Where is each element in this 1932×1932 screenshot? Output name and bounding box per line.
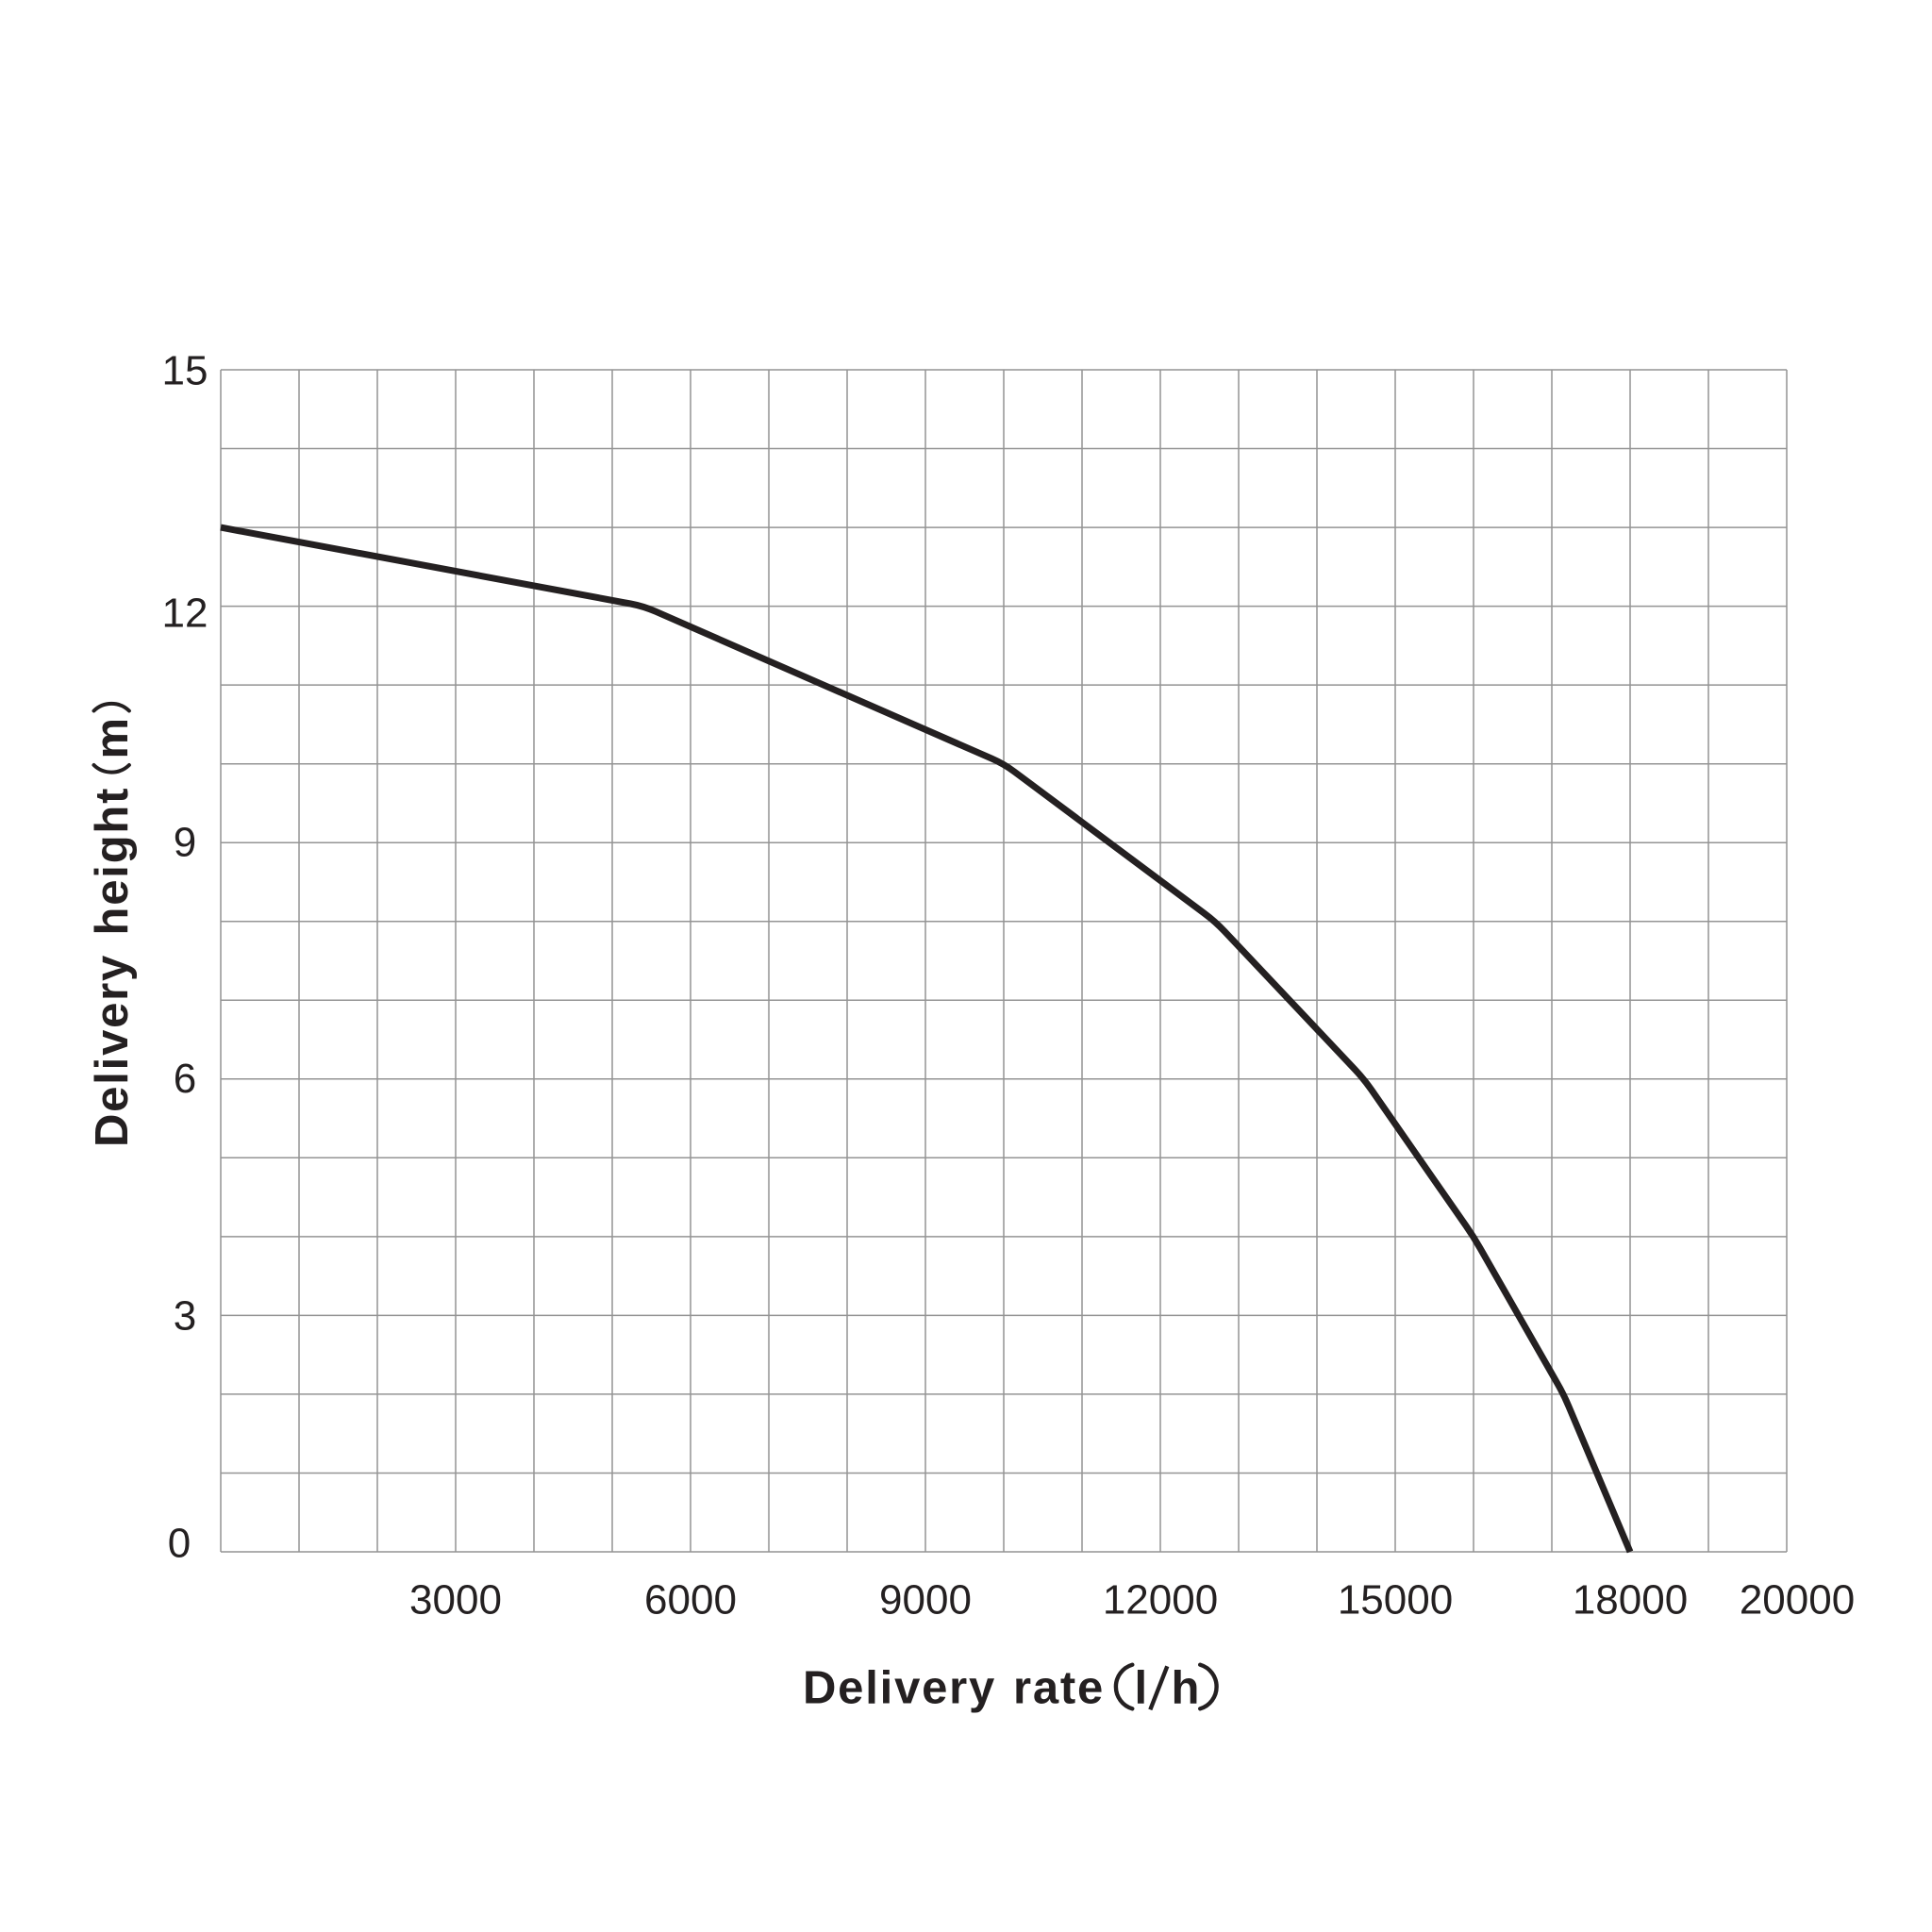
svg-text:0: 0	[168, 1521, 191, 1567]
svg-text:6000: 6000	[644, 1576, 737, 1623]
svg-text:6: 6	[174, 1056, 196, 1102]
svg-text:18000: 18000	[1573, 1576, 1688, 1623]
svg-text:3000: 3000	[409, 1576, 502, 1623]
svg-text:20000: 20000	[1740, 1576, 1855, 1623]
svg-text:12000: 12000	[1103, 1576, 1218, 1623]
svg-text:3: 3	[174, 1293, 196, 1340]
svg-text:9000: 9000	[879, 1576, 972, 1623]
svg-text:12: 12	[162, 591, 208, 637]
svg-text:9: 9	[174, 819, 196, 865]
svg-text:15000: 15000	[1338, 1576, 1453, 1623]
svg-text:15: 15	[162, 348, 208, 394]
svg-text:Delivery heightm: Delivery heightm	[87, 716, 138, 1147]
